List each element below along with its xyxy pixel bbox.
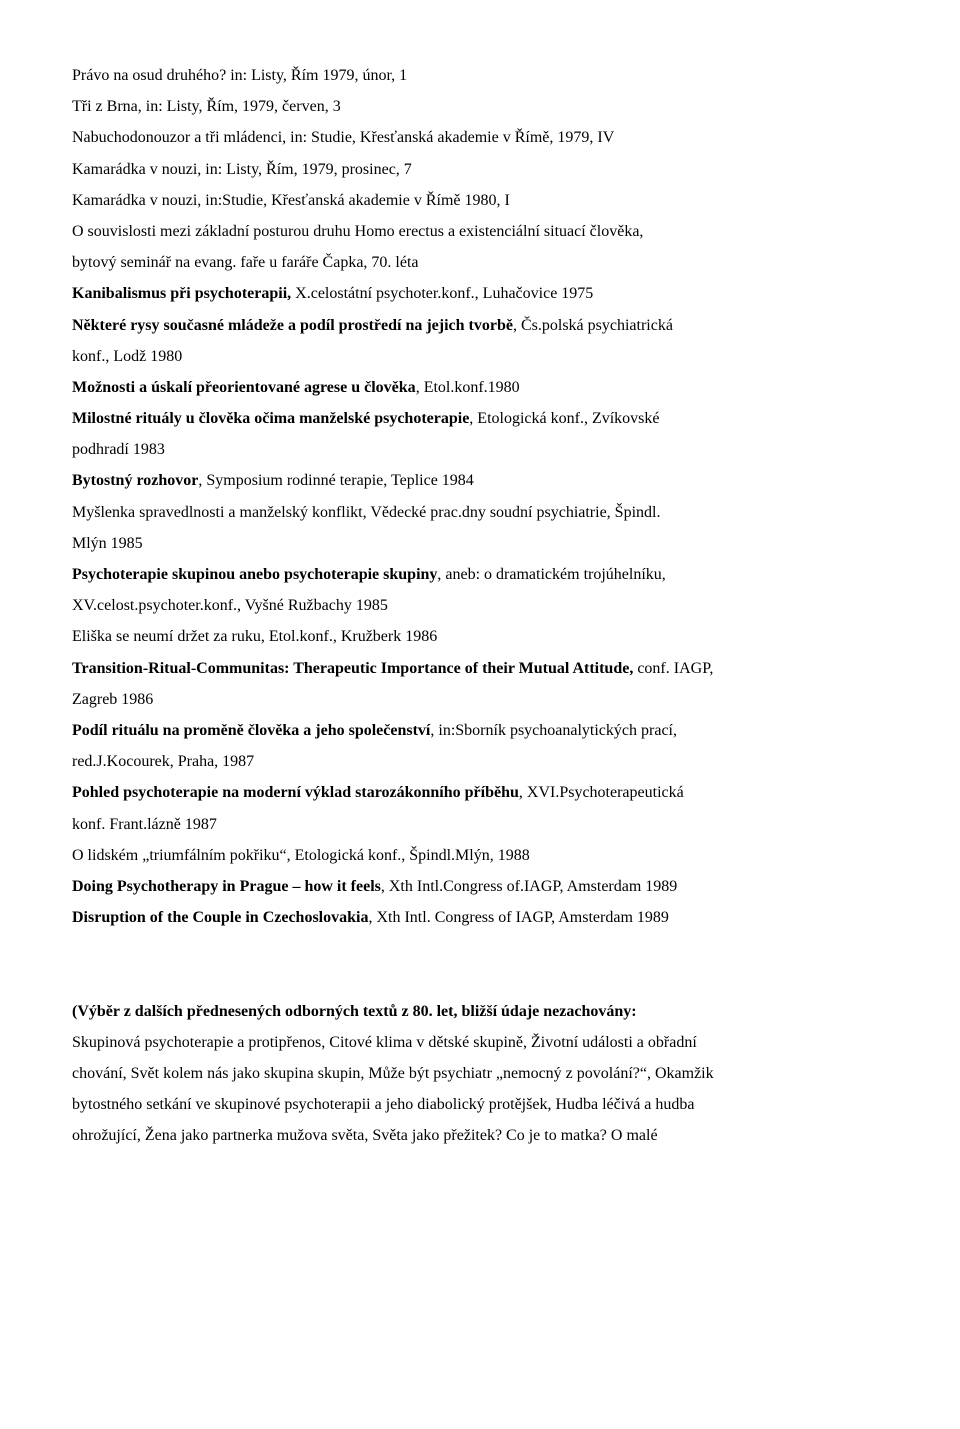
span-10-0: Možnosti a úskalí přeorientované agrese … <box>72 379 416 396</box>
line-9: konf., Lodž 1980 <box>72 341 888 372</box>
line-32: chování, Svět kolem nás jako skupina sku… <box>72 1058 888 1089</box>
line-30: (Výběr z dalších přednesených odborných … <box>72 996 888 1027</box>
line-15: Mlýn 1985 <box>72 528 888 559</box>
span-10-1: , Etol.konf.1980 <box>416 379 520 396</box>
span-7-0: Kanibalismus při psychoterapii, <box>72 285 295 302</box>
span-21-0: Podíl rituálu na proměně člověka a jeho … <box>72 722 430 739</box>
line-33: bytostného setkání ve skupinové psychote… <box>72 1089 888 1120</box>
line-34: ohrožující, Žena jako partnerka mužova s… <box>72 1120 888 1151</box>
line-8: Některé rysy současné mládeže a podíl pr… <box>72 310 888 341</box>
line-1: Tři z Brna, in: Listy, Řím, 1979, červen… <box>72 91 888 122</box>
line-22: red.J.Kocourek, Praha, 1987 <box>72 746 888 777</box>
line-21: Podíl rituálu na proměně člověka a jeho … <box>72 715 888 746</box>
span-11-0: Milostné rituály u člověka očima manžels… <box>72 410 469 427</box>
span-23-0: Pohled psychoterapie na moderní výklad s… <box>72 784 519 801</box>
line-18: Eliška se neumí držet za ruku, Etol.konf… <box>72 621 888 652</box>
span-16-0: Psychoterapie skupinou anebo psychoterap… <box>72 566 437 583</box>
line-2: Nabuchodonouzor a tři mládenci, in: Stud… <box>72 122 888 153</box>
line-25: O lidském „triumfálním pokřiku“, Etologi… <box>72 840 888 871</box>
span-26-1: , Xth Intl.Congress of.IAGP, Amsterdam 1… <box>381 878 677 895</box>
line-7: Kanibalismus při psychoterapii, X.celost… <box>72 278 888 309</box>
document-body: Právo na osud druhého? in: Listy, Řím 19… <box>72 60 888 1152</box>
line-24: konf. Frant.lázně 1987 <box>72 809 888 840</box>
line-27: Disruption of the Couple in Czechoslovak… <box>72 902 888 933</box>
line-20: Zagreb 1986 <box>72 684 888 715</box>
line-3: Kamarádka v nouzi, in: Listy, Řím, 1979,… <box>72 154 888 185</box>
span-23-1: , XVI.Psychoterapeutická <box>519 784 684 801</box>
span-13-0: Bytostný rozhovor <box>72 472 198 489</box>
span-26-0: Doing Psychotherapy in Prague – how it f… <box>72 878 381 895</box>
span-16-1: , aneb: o dramatickém trojúhelníku, <box>437 566 665 583</box>
span-21-1: , in:Sborník psychoanalytických prací, <box>430 722 677 739</box>
line-12: podhradí 1983 <box>72 434 888 465</box>
line-29 <box>72 964 888 995</box>
line-16: Psychoterapie skupinou anebo psychoterap… <box>72 559 888 590</box>
line-23: Pohled psychoterapie na moderní výklad s… <box>72 777 888 808</box>
line-17: XV.celost.psychoter.konf., Vyšné Ružbach… <box>72 590 888 621</box>
line-10: Možnosti a úskalí přeorientované agrese … <box>72 372 888 403</box>
line-6: bytový seminář na evang. faře u faráře Č… <box>72 247 888 278</box>
line-4: Kamarádka v nouzi, in:Studie, Křesťanská… <box>72 185 888 216</box>
span-19-1: conf. IAGP, <box>637 660 713 677</box>
line-28 <box>72 933 888 964</box>
span-27-1: , Xth Intl. Congress of IAGP, Amsterdam … <box>368 909 668 926</box>
span-27-0: Disruption of the Couple in Czechoslovak… <box>72 909 368 926</box>
line-0: Právo na osud druhého? in: Listy, Řím 19… <box>72 60 888 91</box>
line-31: Skupinová psychoterapie a protipřenos, C… <box>72 1027 888 1058</box>
span-8-0: Některé rysy současné mládeže a podíl pr… <box>72 317 513 334</box>
span-13-1: , Symposium rodinné terapie, Teplice 198… <box>198 472 473 489</box>
line-19: Transition-Ritual-Communitas: Therapeuti… <box>72 653 888 684</box>
line-11: Milostné rituály u člověka očima manžels… <box>72 403 888 434</box>
line-13: Bytostný rozhovor, Symposium rodinné ter… <box>72 465 888 496</box>
span-11-1: , Etologická konf., Zvíkovské <box>469 410 659 427</box>
line-26: Doing Psychotherapy in Prague – how it f… <box>72 871 888 902</box>
line-5: O souvislosti mezi základní posturou dru… <box>72 216 888 247</box>
span-19-0: Transition-Ritual-Communitas: Therapeuti… <box>72 660 637 677</box>
span-7-1: X.celostátní psychoter.konf., Luhačovice… <box>295 285 593 302</box>
line-14: Myšlenka spravedlnosti a manželský konfl… <box>72 497 888 528</box>
span-8-1: , Čs.polská psychiatrická <box>513 317 673 334</box>
